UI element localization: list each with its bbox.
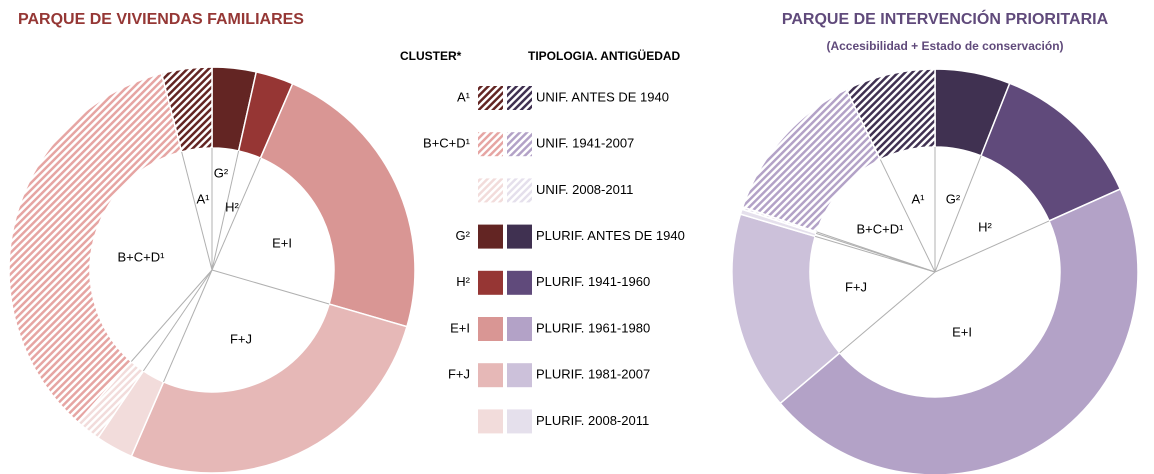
cluster-divider: [934, 220, 1050, 273]
legend-swatch: [507, 224, 532, 249]
legend-typology: UNIF. ANTES DE 1940: [536, 89, 669, 104]
legend-typology: UNIF. 2008-2011: [536, 182, 633, 197]
legend-cluster: G²: [456, 228, 471, 243]
legend-swatch: [507, 409, 532, 434]
legend-swatch: [478, 409, 503, 434]
cluster-label: A¹: [912, 191, 926, 206]
cluster-divider: [211, 150, 240, 271]
right-subtitle: (Accesibilidad + Estado de conservación): [826, 39, 1063, 53]
donut-segment: [845, 68, 936, 161]
legend-typology: PLURIF. ANTES DE 1940: [536, 228, 685, 243]
cluster-divider: [816, 231, 936, 273]
legend-swatch: [478, 363, 503, 388]
cluster-divider: [879, 159, 936, 273]
legend-cluster: E+I: [450, 320, 470, 335]
donut-segment: [8, 72, 183, 424]
cluster-label: B+C+D¹: [857, 221, 905, 236]
legend-swatch: [507, 86, 532, 110]
cluster-divider: [130, 269, 213, 362]
cluster-divider: [815, 235, 936, 273]
legend-swatch: [507, 363, 532, 388]
cluster-label: E+I: [272, 235, 292, 250]
cluster-divider: [839, 271, 936, 354]
cluster-divider: [934, 155, 982, 273]
donut-segment: [259, 82, 416, 328]
cluster-divider: [181, 151, 213, 271]
legend-cluster: F+J: [448, 367, 470, 382]
legend-header: TIPOLOGIA. ANTIGÜEDAD: [528, 48, 681, 63]
cluster-divider: [211, 157, 261, 271]
cluster-divider: [163, 269, 213, 383]
cluster-label: H²: [225, 199, 239, 214]
donut-segment: [779, 188, 1139, 474]
donut-segment: [160, 66, 213, 153]
legend-cluster: B+C+D¹: [423, 136, 471, 151]
legend-swatch: [478, 178, 503, 203]
cluster-label: E+I: [952, 324, 972, 339]
cluster-divider: [143, 269, 213, 372]
legend-header: CLUSTER*: [400, 49, 462, 63]
legend-swatch: [478, 224, 503, 249]
donut-segment: [130, 303, 408, 474]
legend-swatch: [478, 317, 503, 341]
legend-typology: UNIF. 1941-2007: [536, 136, 634, 151]
left-title: PARQUE DE VIVIENDAS FAMILIARES: [18, 11, 304, 28]
right-title: PARQUE DE INTERVENCIÓN PRIORITARIA: [782, 9, 1109, 28]
legend-swatch: [478, 86, 503, 110]
legend-typology: PLURIF. 1941-1960: [536, 274, 650, 289]
legend-swatch: [507, 178, 532, 203]
cluster-label: H²: [978, 219, 992, 234]
legend-typology: PLURIF. 1981-2007: [536, 367, 650, 382]
cluster-label: F+J: [845, 279, 867, 294]
legend-typology: PLURIF. 2008-2011: [536, 413, 649, 428]
legend-typology: PLURIF. 1961-1980: [536, 320, 650, 335]
cluster-label: G²: [946, 191, 961, 206]
legend-cluster: H²: [456, 274, 470, 289]
cluster-label: G²: [214, 165, 229, 180]
legend-swatch: [507, 270, 532, 295]
cluster-label: B+C+D¹: [118, 249, 166, 264]
legend-swatch: [478, 270, 503, 295]
legend-cluster: A¹: [457, 89, 471, 104]
cluster-label: A¹: [197, 191, 211, 206]
legend-swatch: [507, 317, 532, 341]
legend-swatch: [478, 132, 503, 157]
cluster-label: F+J: [230, 331, 252, 346]
cluster-divider: [211, 269, 330, 305]
legend-swatch: [507, 132, 532, 157]
